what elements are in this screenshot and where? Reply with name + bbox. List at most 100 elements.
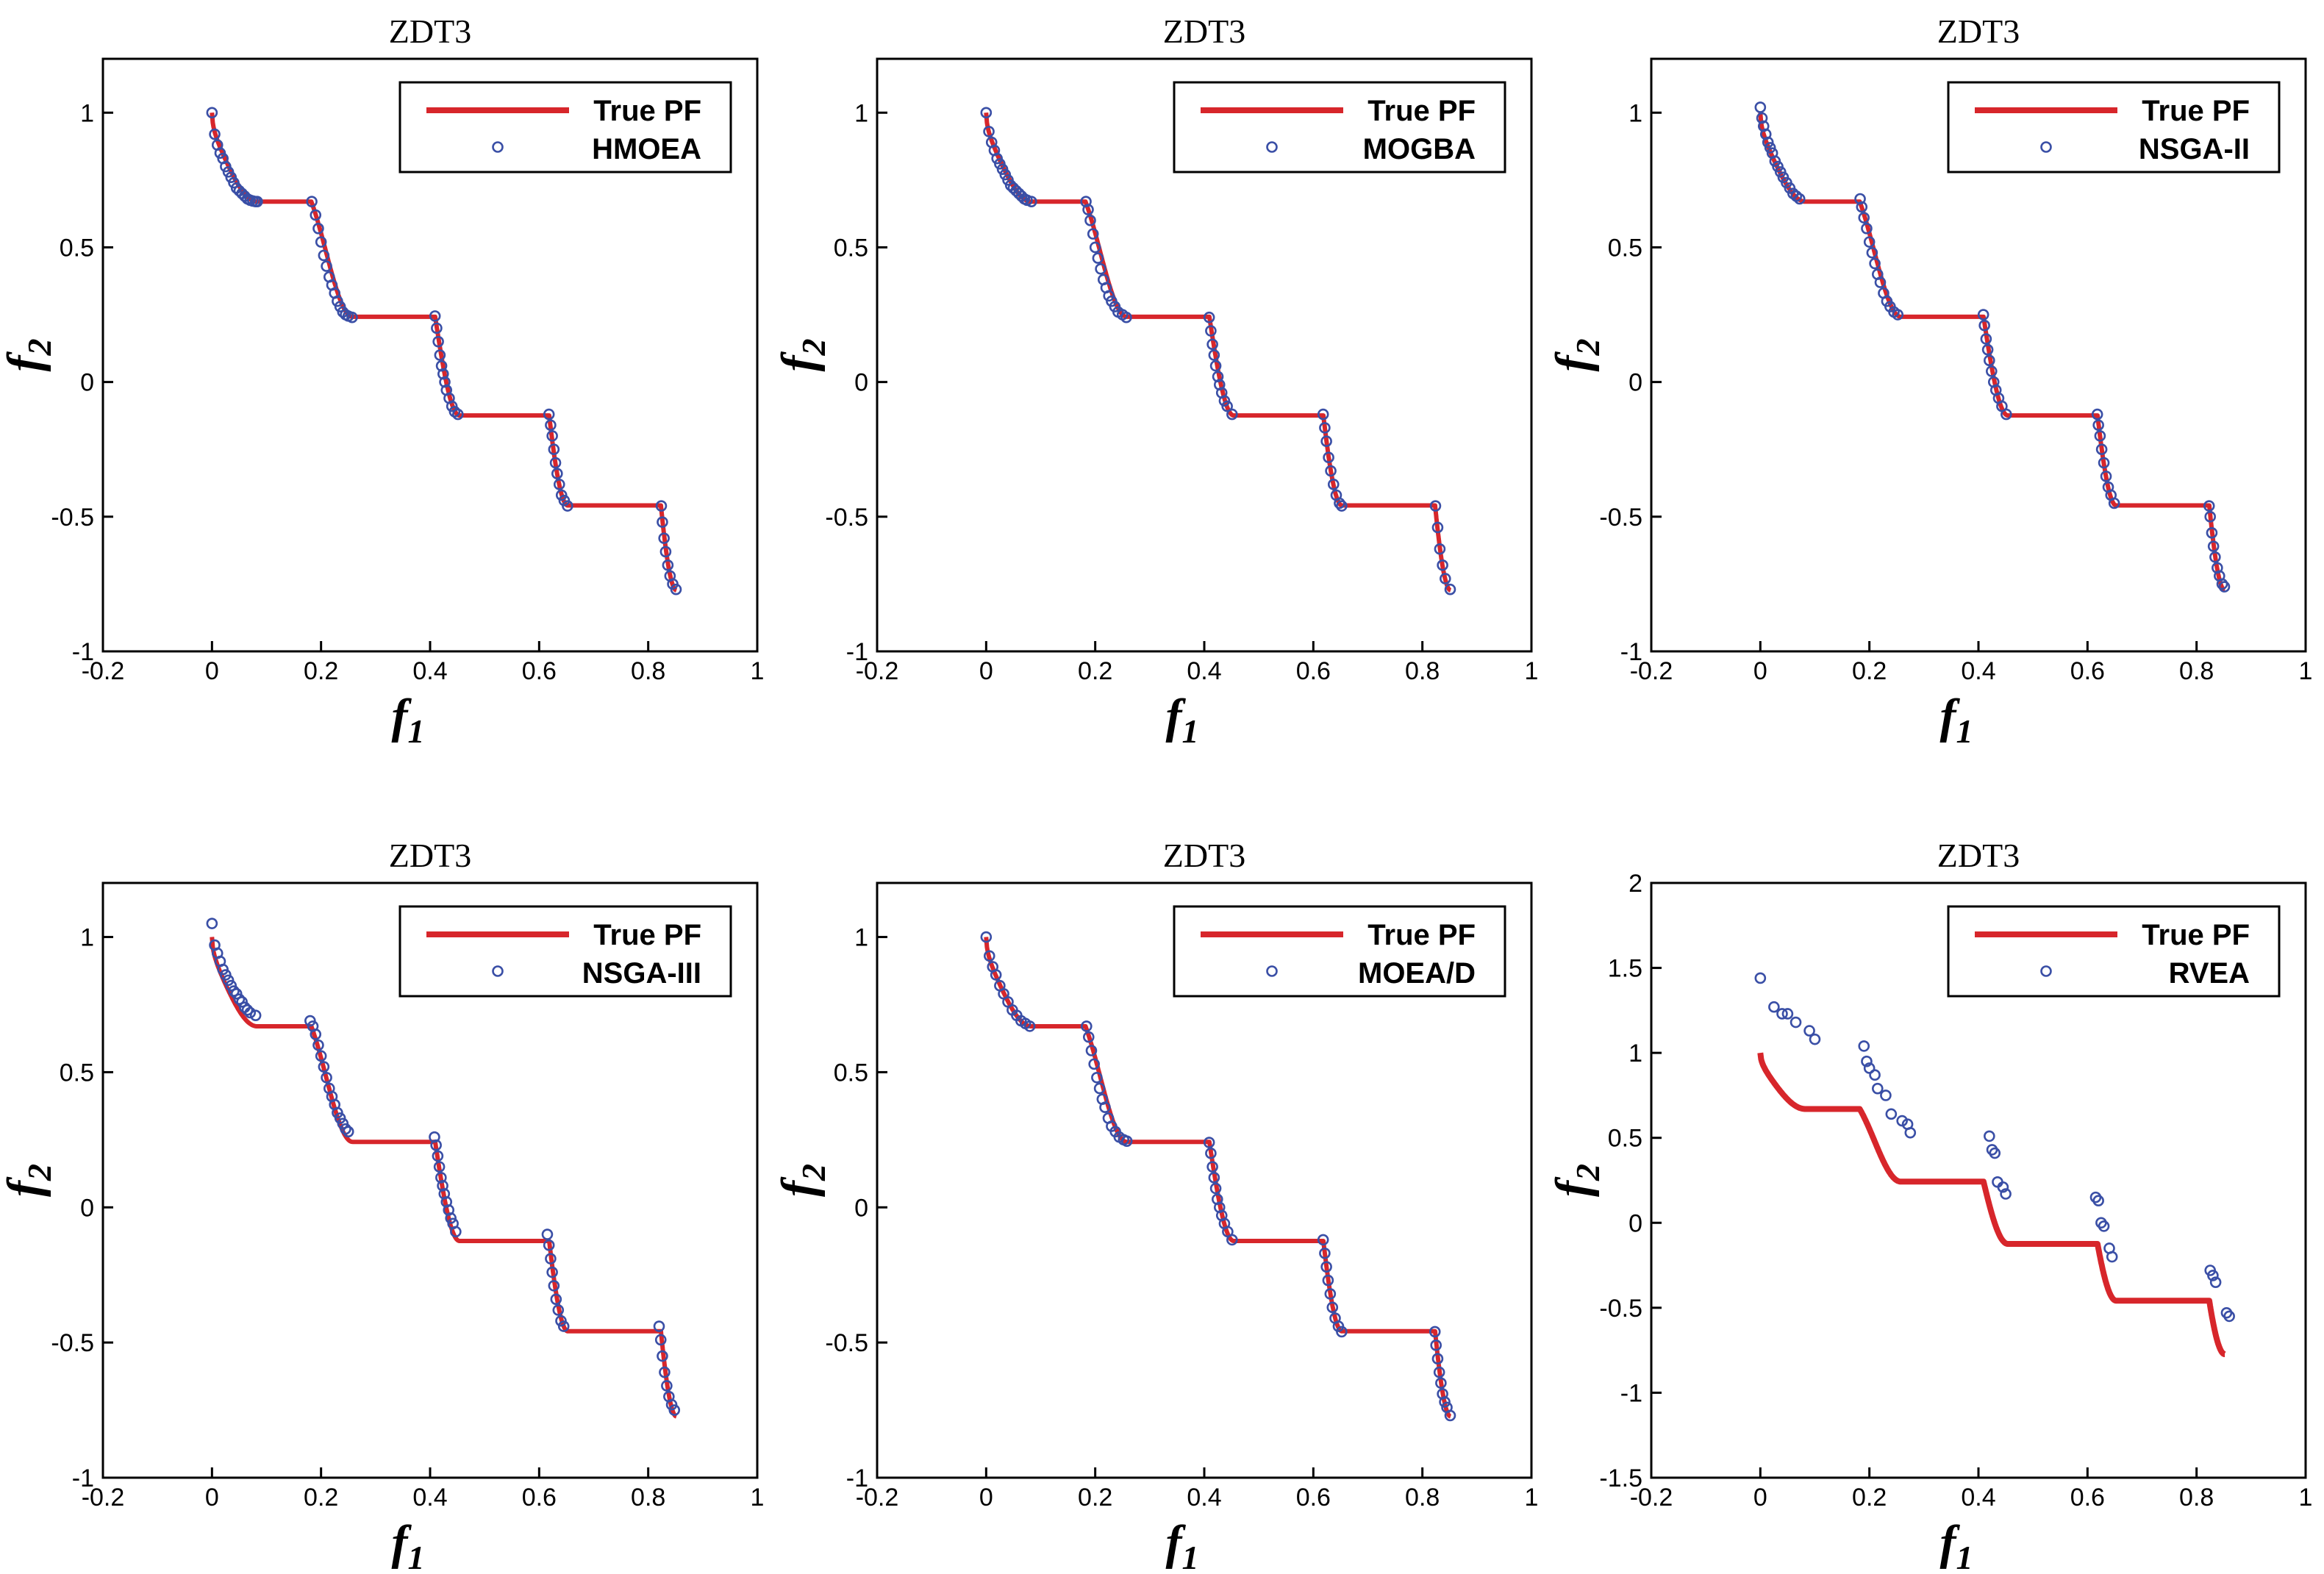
- data-point: [1880, 1090, 1892, 1101]
- y-tick-label: -0.5: [1599, 504, 1642, 532]
- data-point: [1084, 215, 1096, 226]
- x-tick-label: 0.8: [2179, 657, 2214, 685]
- data-point: [2216, 578, 2228, 590]
- legend-label: NSGA-II: [2139, 133, 2250, 165]
- x-axis-label: f1: [1166, 1516, 1199, 1574]
- data-point: [1082, 1031, 1095, 1043]
- data-point: [1209, 359, 1222, 372]
- data-point: [432, 1150, 444, 1162]
- x-tick-label: 0.6: [522, 657, 557, 685]
- x-tick-label: 1: [1525, 657, 1539, 685]
- data-point: [1320, 435, 1332, 448]
- data-point: [233, 993, 246, 1005]
- data-point: [541, 1228, 554, 1240]
- data-point: [983, 950, 995, 962]
- data-point: [225, 171, 237, 183]
- data-point: [220, 969, 232, 981]
- x-axis-label-subscript: 1: [1181, 712, 1198, 750]
- data-point: [990, 969, 1002, 981]
- data-point: [230, 987, 243, 1000]
- legend-label: NSGA-III: [582, 957, 701, 990]
- data-point: [2204, 511, 2217, 523]
- x-tick-label: 0.8: [631, 1484, 665, 1512]
- y-axis-label-subscript: 2: [1569, 1164, 1606, 1181]
- data-point: [1861, 223, 1873, 235]
- chart-title: ZDT3: [389, 12, 471, 50]
- data-point: [452, 408, 464, 421]
- x-tick-label: 0.8: [1405, 657, 1440, 685]
- x-tick-label: 0: [1753, 1484, 1767, 1512]
- y-tick-label: -1: [846, 1464, 868, 1492]
- data-point: [1904, 1126, 1917, 1139]
- chart-panel-4: ZDT3-0.2 0 0.2 0.4 0.6 0.8 1-1-0.500.51f1f2Tru…: [0, 837, 764, 1574]
- data-point: [1429, 1326, 1441, 1338]
- data-point: [1768, 1001, 1780, 1013]
- data-point: [2094, 430, 2106, 442]
- data-point: [1980, 333, 1992, 345]
- data-point: [1336, 1326, 1348, 1338]
- data-point: [1863, 1062, 1876, 1074]
- data-point: [999, 168, 1012, 181]
- x-tick-label: 0.2: [304, 1484, 338, 1512]
- data-point: [1790, 1016, 1802, 1029]
- series-line-true-pf: [210, 937, 679, 1419]
- data-point: [435, 1172, 447, 1184]
- series-line-true-pf: [1757, 1052, 2228, 1357]
- y-tick-label: 0: [80, 1194, 94, 1222]
- data-point: [1764, 142, 1776, 154]
- data-point: [661, 1380, 673, 1392]
- y-tick-label: 1: [80, 924, 94, 952]
- y-tick-label: 0: [854, 369, 868, 397]
- y-tick-label: 1: [1628, 1040, 1642, 1067]
- data-point: [315, 236, 327, 248]
- x-tick-label: 0: [1753, 657, 1767, 685]
- data-point: [1088, 1058, 1100, 1070]
- y-tick-label: 2: [1628, 870, 1642, 898]
- data-point: [1226, 408, 1238, 421]
- data-point: [334, 301, 346, 312]
- legend-box: [398, 905, 732, 998]
- data-point: [996, 163, 1009, 176]
- data-point: [665, 1398, 678, 1411]
- chart-title: ZDT3: [1163, 837, 1245, 874]
- data-point: [1203, 1137, 1215, 1148]
- data-point: [548, 443, 560, 456]
- y-tick-label: 0.5: [1608, 234, 1642, 262]
- data-point: [1327, 479, 1340, 490]
- data-point: [1854, 193, 1866, 205]
- legend: True PF NSGA-III: [398, 905, 732, 998]
- y-axis-label-subscript: 2: [795, 339, 832, 357]
- data-point: [546, 1266, 558, 1278]
- data-point: [1120, 311, 1132, 323]
- data-point: [2223, 1310, 2235, 1323]
- data-point: [312, 223, 324, 235]
- data-point: [1089, 241, 1101, 254]
- data-point: [980, 931, 993, 943]
- data-point: [1762, 136, 1774, 149]
- x-tick-label: 0: [979, 657, 993, 685]
- x-tick-label: 0.8: [1405, 1484, 1440, 1512]
- y-axis-label: f2: [772, 339, 832, 372]
- data-point: [1444, 583, 1456, 595]
- data-point: [304, 1015, 316, 1027]
- y-tick-label: 0.5: [60, 234, 94, 262]
- data-point: [2209, 551, 2221, 563]
- data-point: [1226, 1234, 1238, 1246]
- data-point: [220, 160, 232, 173]
- y-tick-label: 1: [80, 99, 94, 127]
- data-point: [439, 376, 451, 388]
- data-point: [1892, 309, 1904, 321]
- data-point: [1208, 349, 1220, 361]
- data-point: [228, 985, 240, 997]
- data-point: [435, 359, 448, 372]
- y-axis-label-subscript: 2: [21, 1164, 58, 1181]
- data-point: [209, 128, 221, 140]
- data-point: [2108, 497, 2120, 509]
- y-tick-label: -1.5: [1599, 1464, 1642, 1492]
- y-tick-label: -0.5: [825, 1329, 868, 1357]
- data-point: [1322, 1274, 1334, 1287]
- data-point: [1869, 257, 1881, 270]
- legend-marker-swatch: [492, 141, 504, 153]
- data-point: [546, 430, 558, 442]
- data-point: [1206, 1161, 1218, 1173]
